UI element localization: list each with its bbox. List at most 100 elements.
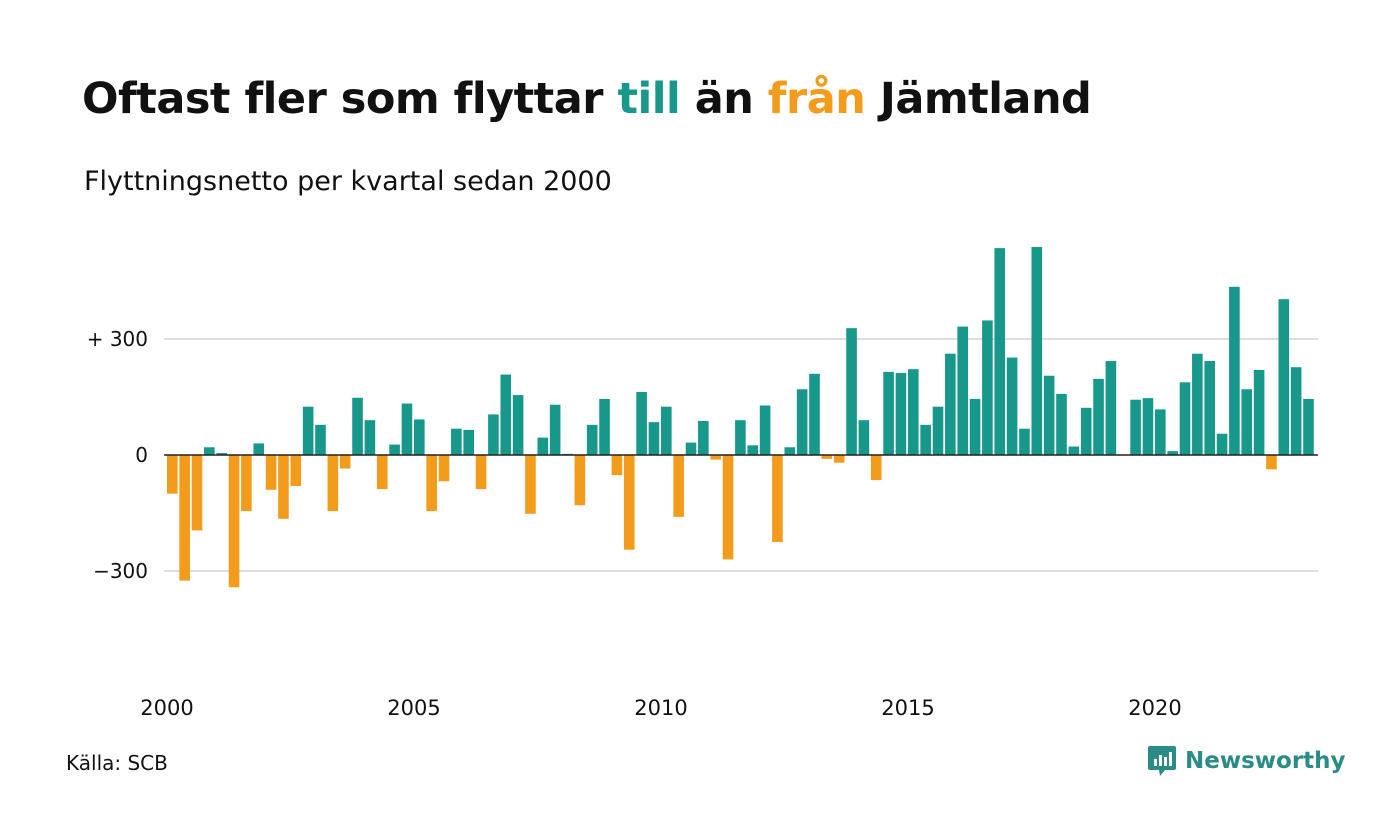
bar-2018K4 [1093, 378, 1104, 455]
bar-2023K1 [1303, 398, 1314, 455]
x-tick-label: 2015 [881, 696, 934, 720]
bar-2020K1 [1155, 409, 1166, 455]
bar-2006K4 [500, 374, 512, 455]
x-tick-label: 2020 [1128, 696, 1181, 720]
bar-2005K1 [414, 419, 425, 455]
bar-2004K4 [401, 403, 413, 455]
bar-2004K1 [364, 420, 376, 455]
brand-name: Newsworthy [1185, 748, 1346, 774]
bar-2013K1 [809, 373, 820, 455]
bar-2010K3 [685, 442, 697, 455]
bar-2010K2 [673, 455, 684, 517]
bar-2015K1 [908, 369, 919, 455]
bar-2006K2 [475, 455, 487, 490]
bar-2005K3 [438, 455, 450, 482]
bar-2007K4 [549, 404, 561, 455]
bar-2021K2 [1216, 433, 1228, 455]
bar-2020K4 [1192, 353, 1203, 455]
title-highlight-fran: från [767, 74, 866, 124]
bar-2022K1 [1253, 369, 1265, 455]
bar-2002K4 [302, 406, 314, 455]
bar-2008K3 [586, 424, 598, 455]
bar-2014K3 [883, 371, 894, 455]
bar-2002K3 [290, 455, 302, 486]
bars [167, 246, 1314, 588]
bar-2019K3 [1130, 399, 1141, 455]
bar-2021K1 [1204, 361, 1215, 455]
bar-2022K3 [1278, 299, 1290, 455]
bar-2003K4 [352, 397, 363, 455]
bar-2007K2 [525, 455, 536, 514]
x-tick-label: 2010 [634, 696, 687, 720]
source-note: Källa: SCB [66, 751, 168, 775]
bar-2011K1 [710, 455, 721, 460]
bar-2005K4 [451, 428, 462, 455]
bar-2010K1 [661, 406, 672, 455]
bar-2011K3 [735, 420, 746, 455]
bar-2004K3 [389, 444, 400, 455]
bar-2018K1 [1056, 393, 1067, 455]
bar-2017K2 [1019, 428, 1030, 455]
bar-2017K3 [1031, 246, 1043, 455]
bar-2000K2 [179, 455, 190, 581]
bar-2018K2 [1068, 446, 1080, 455]
bar-2015K3 [932, 406, 944, 455]
bar-2009K4 [648, 422, 660, 455]
x-axis-labels: 2000 2005 2010 2015 2020 [140, 696, 1181, 720]
bar-2016K4 [994, 248, 1006, 455]
bar-2012K1 [759, 405, 771, 455]
bar-2008K4 [599, 398, 610, 455]
bar-2000K1 [167, 455, 178, 494]
bar-2013K3 [833, 455, 845, 463]
bar-2012K2 [772, 455, 783, 542]
bar-2003K2 [327, 455, 339, 512]
bar-2003K1 [315, 424, 326, 455]
y-axis-labels: + 300 0 −300 [87, 327, 148, 583]
bar-2016K1 [957, 326, 968, 455]
gridlines [164, 338, 1318, 572]
bar-2014K4 [895, 373, 907, 455]
bar-2011K2 [722, 455, 734, 560]
bar-2006K1 [463, 429, 474, 455]
bar-2006K3 [488, 414, 499, 455]
bar-2002K2 [278, 455, 289, 519]
bar-2007K1 [512, 395, 524, 455]
bar-2010K4 [698, 420, 709, 455]
x-tick-label: 2000 [140, 696, 193, 720]
bar-2011K4 [747, 445, 759, 455]
bar-2018K3 [1080, 407, 1092, 455]
bar-2003K3 [339, 455, 351, 469]
bar-2022K2 [1266, 455, 1277, 470]
bar-2014K2 [870, 455, 882, 481]
bar-2009K3 [636, 391, 647, 455]
bar-2009K2 [623, 455, 635, 550]
bar-2019K1 [1105, 361, 1117, 455]
bar-2008K2 [574, 455, 586, 506]
bar-2021K4 [1241, 389, 1253, 455]
bar-2017K4 [1043, 375, 1055, 455]
newsworthy-logo-icon [1148, 746, 1176, 776]
bar-2012K3 [784, 447, 796, 455]
bar-2019K4 [1142, 398, 1154, 455]
bar-2020K3 [1179, 382, 1191, 455]
title-highlight-till: till [617, 74, 681, 124]
x-tick-label: 2005 [387, 696, 440, 720]
bar-chart: + 300 0 −300 2000 2005 2010 2015 2020 [87, 246, 1318, 720]
bar-2013K2 [821, 455, 833, 459]
bar-2001K1 [216, 453, 227, 455]
bar-2013K4 [846, 328, 857, 455]
chart-subtitle: Flyttningsnetto per kvartal sedan 2000 [84, 166, 612, 197]
bar-2021K3 [1229, 286, 1240, 455]
bar-2001K3 [241, 455, 252, 512]
bar-2015K4 [945, 353, 956, 455]
bar-2017K1 [1006, 357, 1018, 455]
y-tick-label: + 300 [87, 327, 148, 351]
bar-2022K4 [1290, 367, 1302, 455]
bar-2000K3 [191, 455, 203, 531]
newsworthy-logo[interactable]: Newsworthy [1147, 744, 1346, 778]
bar-2000K4 [204, 447, 215, 455]
bar-2001K2 [228, 455, 240, 588]
bar-2007K3 [537, 437, 549, 455]
bar-2001K4 [253, 443, 265, 455]
y-tick-label: 0 [135, 443, 148, 467]
